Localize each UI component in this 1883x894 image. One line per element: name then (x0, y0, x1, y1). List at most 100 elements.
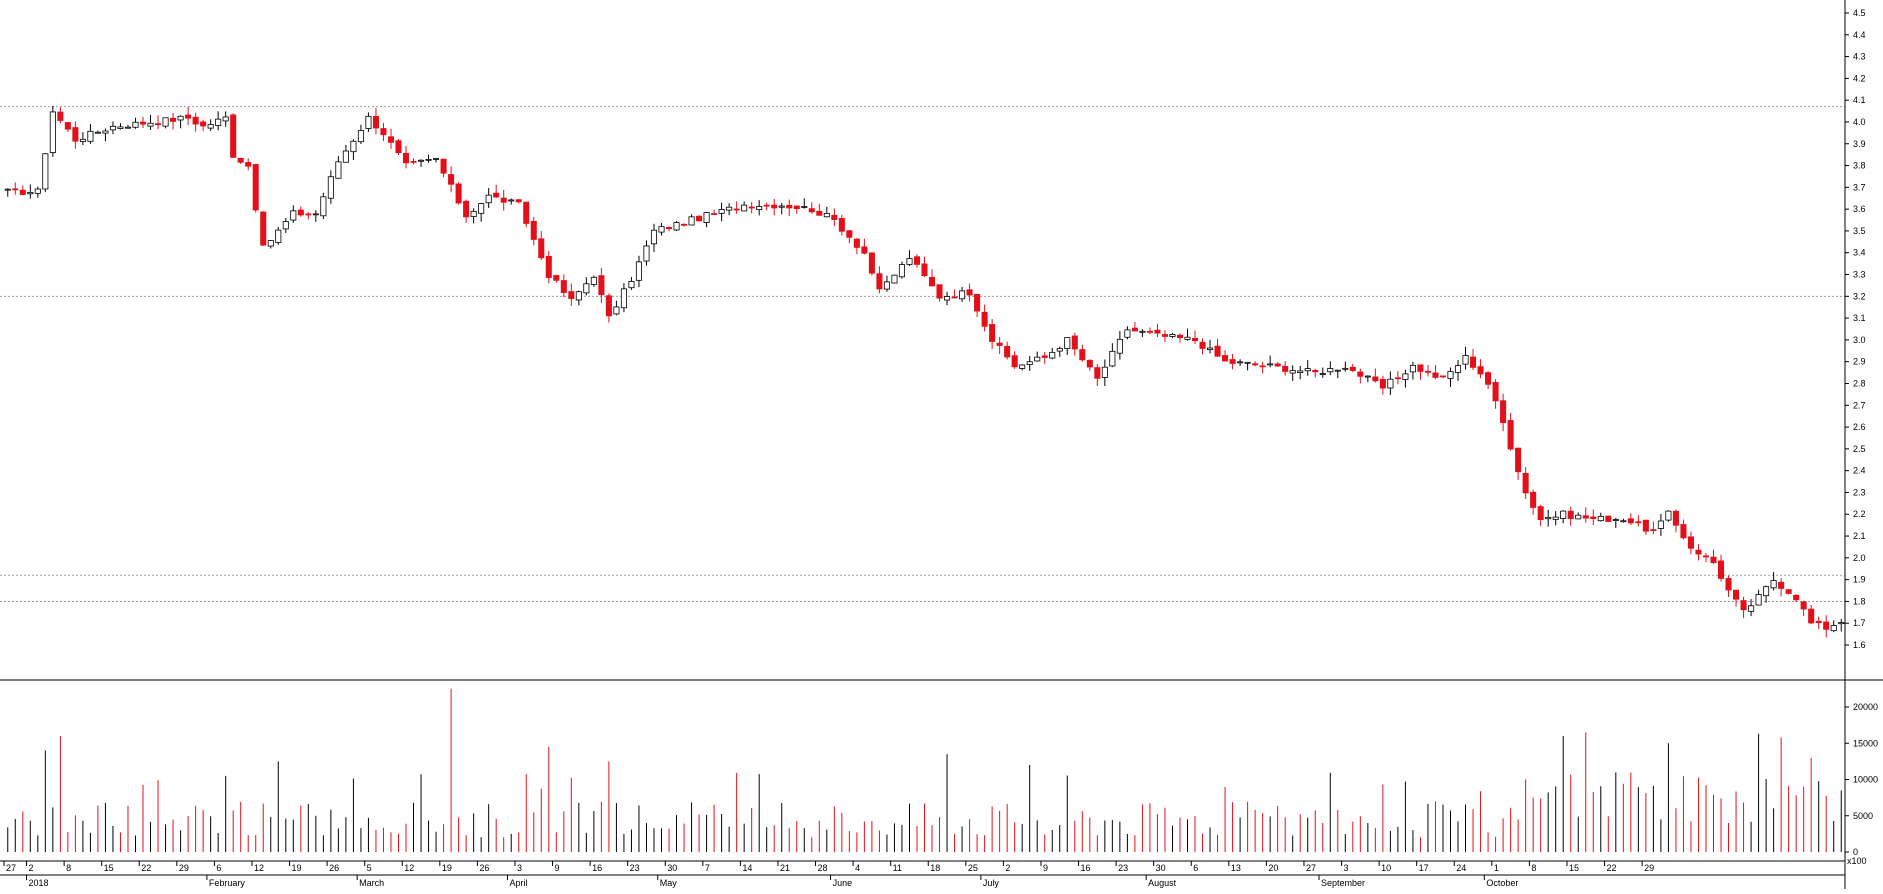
candle-body (1154, 329, 1161, 334)
y-tick-label: 4.1 (1853, 95, 1866, 105)
candle-body (42, 153, 49, 190)
candle-body (951, 296, 958, 299)
candle-body (395, 140, 402, 154)
volume-tick-label: 10000 (1853, 775, 1878, 785)
candle-body (463, 200, 470, 218)
candle-body (665, 227, 673, 230)
candle-body (703, 212, 710, 224)
candle-body (861, 246, 868, 254)
x-tick-label: 23 (1118, 863, 1128, 873)
candle-body (162, 117, 169, 127)
candle-body (1620, 520, 1627, 523)
candle-body (530, 220, 537, 240)
candle-body (681, 223, 688, 226)
candle-body (1725, 578, 1732, 591)
candle-body (1657, 520, 1664, 529)
candle-body (132, 121, 139, 128)
candle-body (1545, 517, 1552, 520)
candle-body (1259, 365, 1266, 368)
candle-body (944, 296, 951, 301)
volume-panel: 0 5000 10000 15000 20000 x100 (7, 688, 1878, 866)
candle-body (1717, 560, 1725, 579)
candle-body (19, 189, 26, 195)
candle-body (928, 276, 936, 287)
x-tick-label: 28 (818, 863, 828, 873)
candle-body (117, 126, 124, 129)
month-label: 2018 (29, 878, 49, 888)
candle-body (1214, 345, 1221, 357)
candle-body (598, 275, 605, 296)
x-tick-label: 5 (367, 863, 372, 873)
y-tick-label: 4.4 (1853, 30, 1866, 40)
candle-body (1387, 378, 1394, 389)
x-tick-label: 29 (1644, 863, 1654, 873)
candle-body (1823, 621, 1830, 630)
candle-body (1282, 365, 1289, 372)
candle-body (470, 210, 477, 217)
candle-body (410, 161, 417, 163)
y-tick-label: 3.4 (1853, 248, 1866, 258)
y-tick-label: 3.3 (1853, 270, 1866, 280)
candle-body (27, 191, 34, 195)
candle-body (989, 324, 996, 342)
candle-body (613, 306, 620, 315)
candle-body (102, 130, 109, 134)
candle-body (1409, 364, 1416, 373)
candle-body (1830, 625, 1837, 632)
candle-body (1191, 338, 1199, 342)
y-tick-label: 3.0 (1853, 335, 1866, 345)
candle-body (883, 281, 890, 290)
candle-body (1447, 371, 1454, 379)
candle-body (1094, 367, 1101, 379)
candle-body (1124, 329, 1131, 338)
candle-body (1672, 510, 1679, 526)
candle-body (1079, 349, 1086, 361)
candle-body (124, 126, 132, 129)
candle-body (816, 210, 823, 216)
candle-body (222, 116, 229, 122)
candle-body (387, 136, 395, 143)
x-tick-label: 2 (29, 863, 34, 873)
x-tick-label: 16 (592, 863, 602, 873)
candle-body (493, 192, 500, 198)
candle-body (808, 208, 815, 213)
candle-body (87, 130, 94, 142)
candle-body (215, 118, 222, 126)
x-tick-label: 13 (1231, 863, 1241, 873)
candle-body (771, 204, 778, 209)
candle-body (1086, 359, 1093, 368)
volume-unit-label: x100 (1847, 856, 1867, 866)
candle-body (109, 125, 116, 131)
y-tick-label: 3.1 (1853, 313, 1866, 323)
candle-body (1349, 366, 1356, 371)
x-tick-label: 9 (1043, 863, 1048, 873)
candle-body (402, 152, 410, 164)
candle-body (1364, 375, 1371, 378)
x-tick-label: 3 (1344, 863, 1349, 873)
candle-body (1560, 510, 1567, 519)
x-tick-label: 10 (1381, 863, 1391, 873)
y-tick-label: 2.4 (1853, 466, 1866, 476)
y-tick-label: 2.5 (1853, 444, 1866, 454)
x-tick-label: 2 (1005, 863, 1010, 873)
candle-body (1146, 330, 1153, 333)
candle-body (1748, 605, 1755, 612)
candle-body (305, 213, 312, 216)
y-tick-label: 3.8 (1853, 161, 1866, 171)
x-tick-label: 19 (292, 863, 302, 873)
candle-body (297, 209, 304, 216)
candle-body (1815, 620, 1822, 624)
y-tick-label: 2.0 (1853, 553, 1866, 563)
candle-body (741, 204, 748, 212)
candle-body (237, 157, 244, 163)
candle-body (1319, 373, 1326, 375)
x-tick-label: 20 (1268, 863, 1278, 873)
candle-body (1169, 334, 1176, 337)
candle-body (1808, 608, 1815, 624)
candle-body (523, 201, 530, 224)
candle-body (1702, 555, 1710, 558)
candle-body (515, 199, 522, 203)
candle-body (147, 122, 154, 127)
candle-body (1582, 515, 1589, 519)
candle-body (1605, 515, 1612, 522)
